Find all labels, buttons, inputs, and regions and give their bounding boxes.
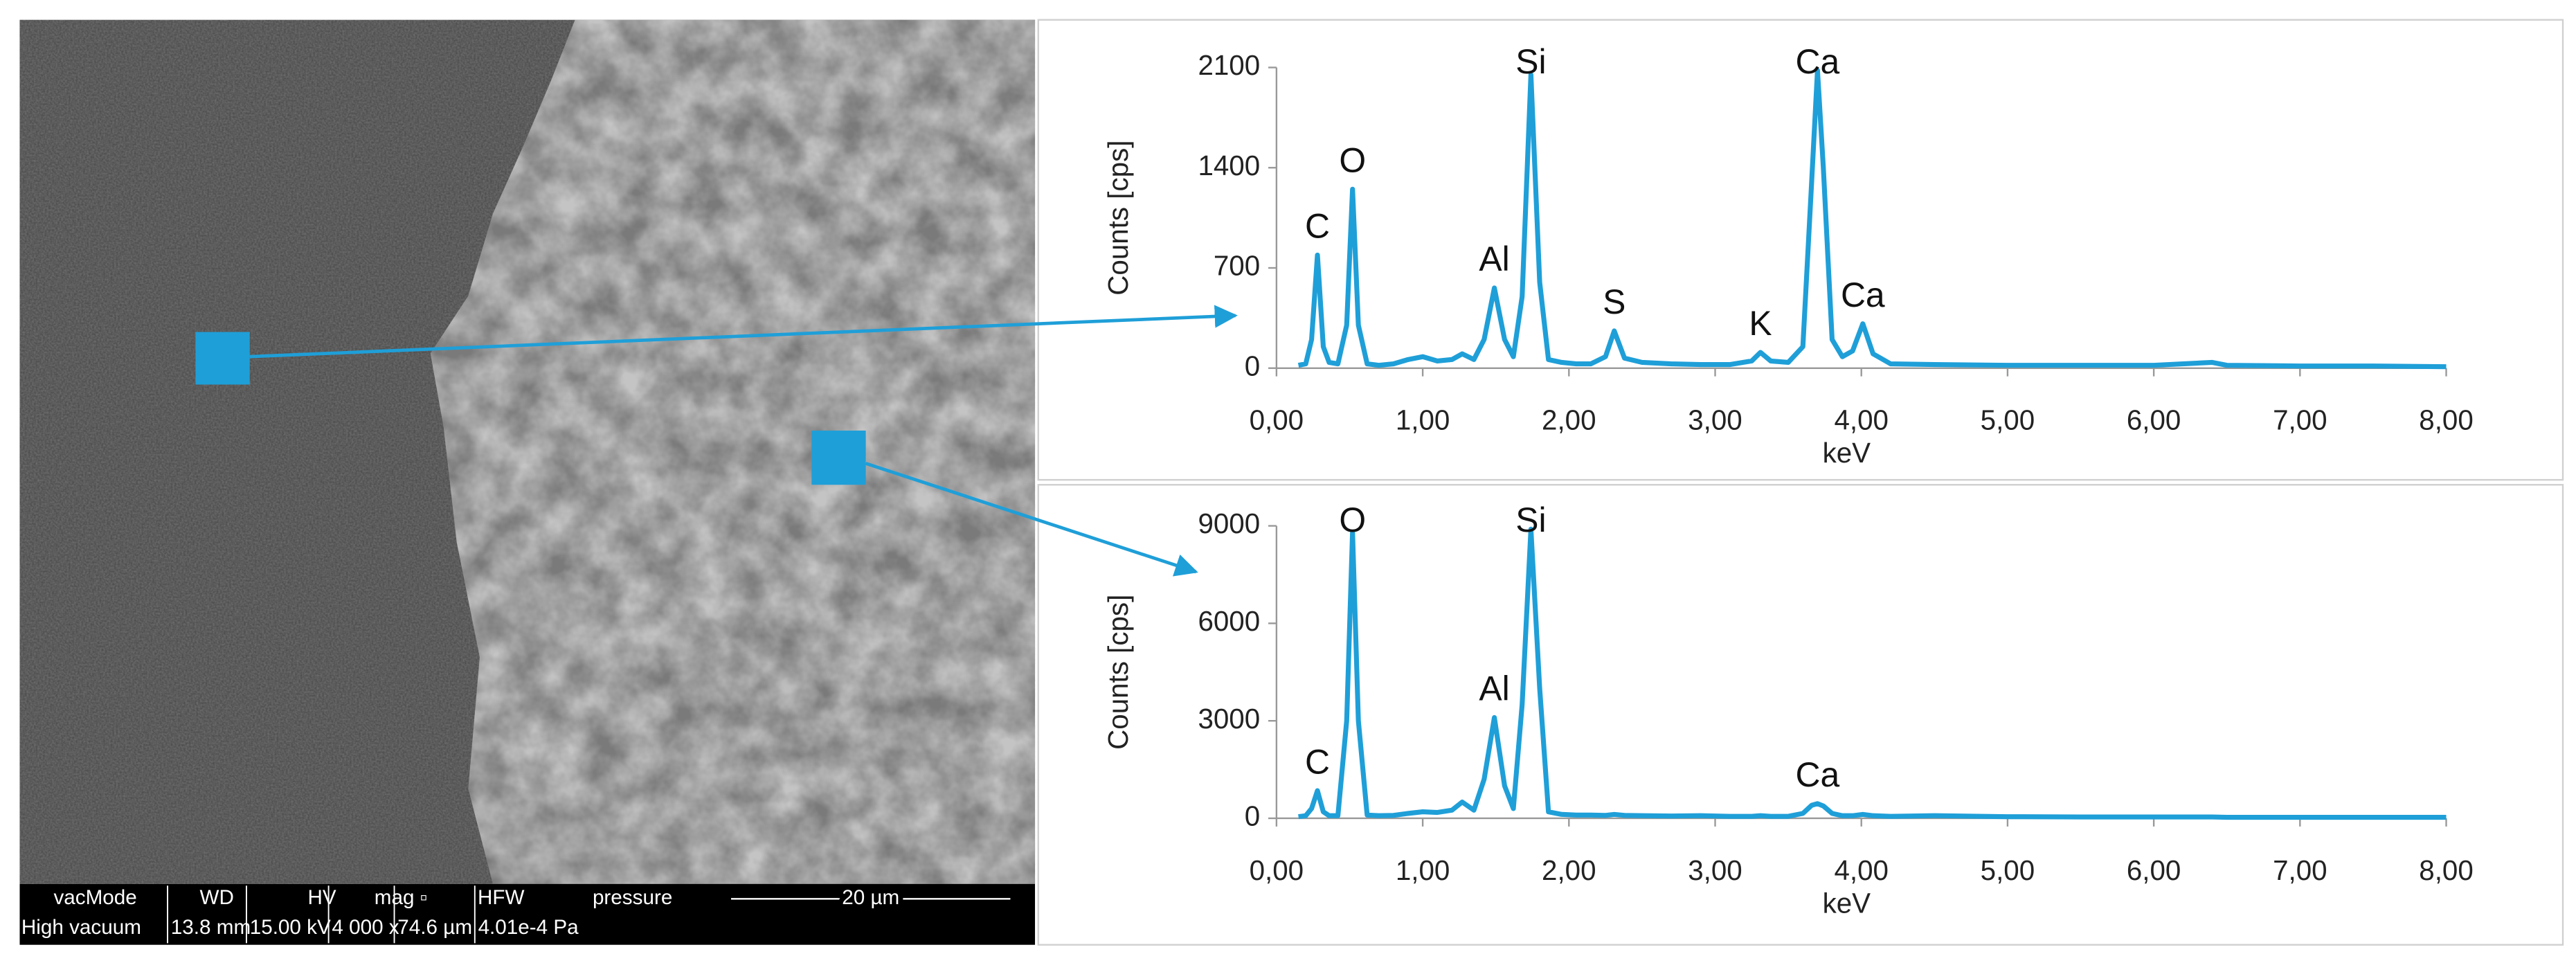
peak-label: K [1749,304,1772,343]
peak-label: O [1339,501,1366,539]
y-tick-label: 2100 [1198,49,1260,81]
x-axis-title: keV [1823,437,1871,469]
databar-header: WD [200,886,234,909]
spectrum-line [1298,526,2447,820]
peak-label: Al [1479,240,1509,278]
y-tick-label: 9000 [1198,507,1260,539]
y-tick-label: 0 [1245,800,1260,832]
databar-header: mag ▫ [375,886,427,909]
databar-value: 4.01e-4 Pa [478,916,579,939]
y-tick-label: 700 [1214,250,1260,282]
spot-marker [811,430,866,485]
x-tick-label: 0,00 [1250,854,1304,886]
sem-databar [19,883,1036,945]
scale-bar-label: 20 µm [842,886,899,909]
x-tick-label: 2,00 [1542,404,1596,436]
charts: 0 700 1400 2100 0,00 1,00 2,00 3,00 4,00 5,00 6,00… [1102,42,2474,919]
x-tick-label: 6,00 [2127,854,2181,886]
peak-label: Ca [1795,755,1839,794]
databar-value: 15.00 kV [250,916,331,939]
peak-label: Ca [1795,42,1839,81]
sem-rock [430,19,1036,884]
x-tick-label: 8,00 [2419,404,2473,436]
peak-label: Si [1515,42,1546,81]
databar-header: pressure [593,886,672,909]
peak-label: Si [1515,501,1546,539]
peak-label: C [1305,742,1330,781]
y-axis-title: Counts [cps] [1102,141,1134,296]
y-tick-label: 0 [1245,350,1260,381]
arrow [249,305,1238,359]
peak-label: Al [1479,669,1509,708]
y-tick-label: 3000 [1198,703,1260,735]
x-tick-label: 3,00 [1688,854,1742,886]
x-tick-label: 4,00 [1834,404,1888,436]
chart-frame [1037,19,2564,481]
x-tick-label: 5,00 [1981,404,2035,436]
x-tick-label: 4,00 [1834,854,1888,886]
databar-texts: vacMode WD HV mag ▫ HFW pressure High vacuum 13… [21,885,672,944]
x-tick-label: 1,00 [1396,854,1450,886]
peak-label: Ca [1841,276,1885,314]
x-tick-label: 2,00 [1542,854,1596,886]
peak-label: C [1305,207,1330,246]
databar-value: 13.8 mm [171,916,251,939]
y-axis-title: Counts [cps] [1102,595,1134,750]
peak-label: S [1603,282,1625,321]
x-tick-label: 8,00 [2419,854,2473,886]
x-tick-label: 6,00 [2127,404,2181,436]
databar-header: HV [308,886,336,909]
spectrum-line [1297,68,2447,370]
peak-label: O [1339,141,1366,179]
x-tick-label: 7,00 [2273,854,2327,886]
arrow [865,462,1198,577]
x-tick-label: 7,00 [2273,404,2327,436]
y-tick-label: 6000 [1198,605,1260,637]
spot-marker [195,332,250,385]
x-tick-label: 0,00 [1250,404,1304,436]
databar-header: HFW [478,886,525,909]
x-tick-label: 1,00 [1396,404,1450,436]
x-axis-title: keV [1823,887,1871,919]
databar-value: High vacuum [21,916,141,939]
sem-image: vacMode WD HV mag ▫ HFW pressure High vacuum 13… [19,19,1036,945]
databar-value: 74.6 µm [397,916,472,939]
databar-value: 4 000 x [332,916,399,939]
databar-header: vacMode [53,886,136,909]
x-tick-label: 3,00 [1688,404,1742,436]
y-tick-label: 1400 [1198,150,1260,181]
x-tick-label: 5,00 [1981,854,2035,886]
chart-frame [1037,484,2564,946]
